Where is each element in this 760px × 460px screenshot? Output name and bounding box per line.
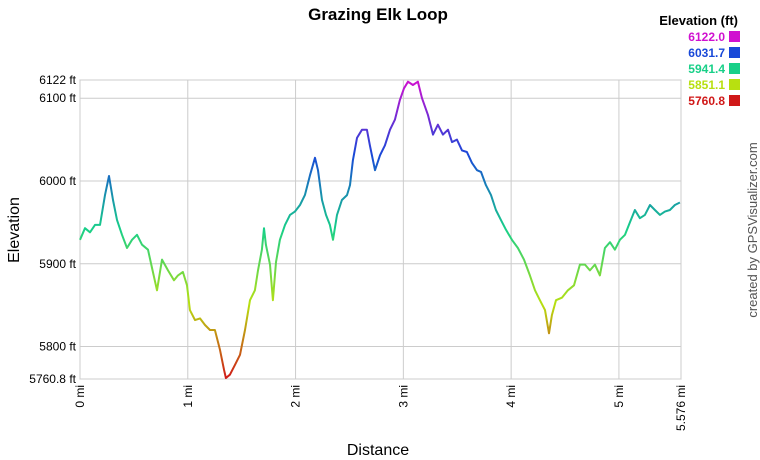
y-tick-label: 6122 ft <box>39 73 76 87</box>
y-tick-label: 5800 ft <box>39 340 76 354</box>
legend-label: 5851.1 <box>688 78 725 92</box>
legend-swatch <box>729 79 740 90</box>
legend-swatch <box>729 95 740 106</box>
legend-label: 6031.7 <box>688 46 725 60</box>
x-tick-label: 5.576 mi <box>674 385 688 431</box>
y-tick-label: 5900 ft <box>39 257 76 271</box>
legend-title: Elevation (ft) <box>659 13 738 28</box>
credit: created by GPSVisualizer.com <box>745 142 760 317</box>
elevation-line <box>79 80 681 379</box>
x-tick-label: 0 mi <box>73 385 87 408</box>
x-tick-label: 3 mi <box>396 385 410 408</box>
chart-title: Grazing Elk Loop <box>308 5 448 24</box>
y-tick-label: 6100 ft <box>39 91 76 105</box>
x-tick-label: 5 mi <box>612 385 626 408</box>
legend-swatch <box>729 31 740 42</box>
legend-label: 6122.0 <box>688 30 725 44</box>
legend-label: 5760.8 <box>688 94 725 108</box>
x-tick-label: 1 mi <box>181 385 195 408</box>
y-axis-title: Elevation <box>6 197 23 263</box>
plot-area <box>79 79 682 380</box>
x-tick-label: 2 mi <box>289 385 303 408</box>
x-axis-title: Distance <box>347 442 409 459</box>
legend-swatch <box>729 63 740 74</box>
x-tick-label: 4 mi <box>504 385 518 408</box>
legend-label: 5941.4 <box>688 62 725 76</box>
y-tick-label: 5760.8 ft <box>29 372 76 386</box>
y-tick-label: 6000 ft <box>39 174 76 188</box>
legend-swatch <box>729 47 740 58</box>
